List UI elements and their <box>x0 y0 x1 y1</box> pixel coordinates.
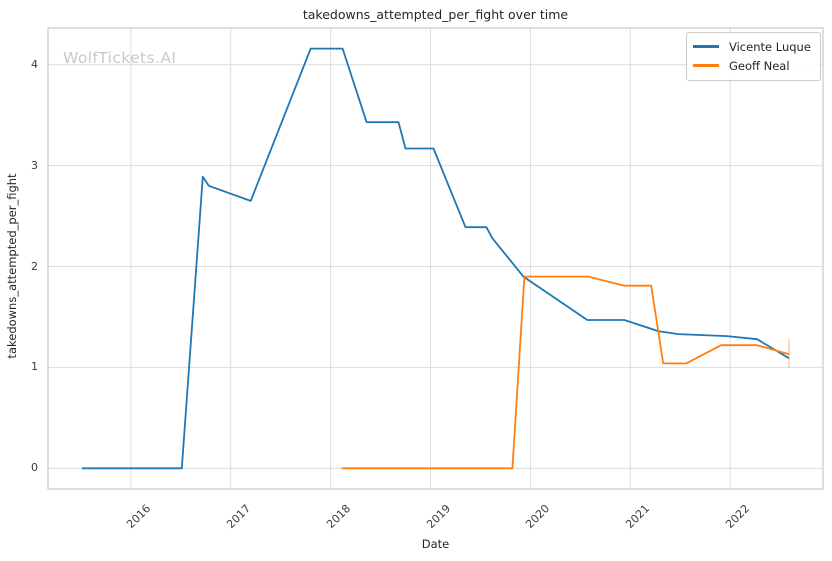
legend: Vicente Luque Geoff Neal <box>686 32 821 81</box>
y-tick-label-2: 2 <box>31 259 38 273</box>
legend-label: Vicente Luque <box>729 39 811 54</box>
watermark: WolfTickets.AI <box>63 49 177 67</box>
y-tick-label-0: 0 <box>31 461 38 475</box>
axes-border <box>47 27 824 490</box>
legend-label: Geoff Neal <box>729 58 790 73</box>
legend-line-sample-blue <box>693 45 719 48</box>
chart-title: takedowns_attempted_per_fight over time <box>302 7 569 22</box>
legend-entry-vicente-luque: Vicente Luque <box>693 37 811 56</box>
legend-entry-geoff-neal: Geoff Neal <box>693 56 811 75</box>
y-tick-label-3: 3 <box>31 158 38 172</box>
y-tick-label-4: 4 <box>31 57 38 71</box>
y-tick-label-1: 1 <box>31 360 38 374</box>
series-line-geoff-neal <box>341 275 790 470</box>
x-axis-label: Date <box>421 537 450 551</box>
series-line-vicente-luque <box>82 47 790 470</box>
legend-line-sample-orange <box>693 64 719 67</box>
